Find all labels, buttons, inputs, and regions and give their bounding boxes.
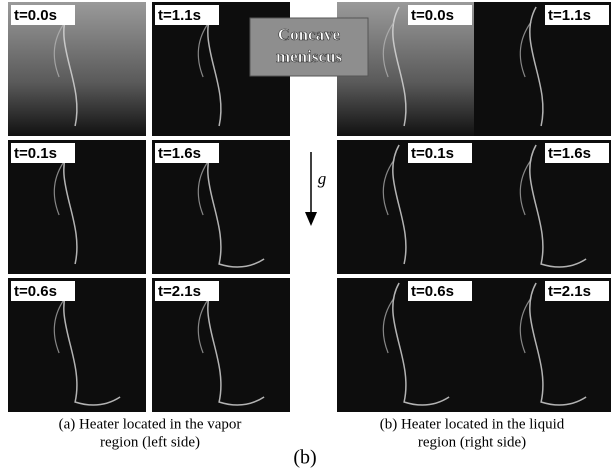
- time-label: t=0.1s: [411, 145, 454, 162]
- caption: region (right side): [418, 434, 526, 450]
- time-label: t=0.1s: [14, 145, 57, 162]
- time-label: t=2.1s: [548, 283, 591, 300]
- gravity-arrow: g: [305, 152, 326, 226]
- time-label: t=0.0s: [411, 7, 454, 24]
- caption: region (left side): [100, 434, 200, 450]
- meniscus-callout: Concave meniscus: [250, 18, 368, 76]
- time-label: t=1.6s: [548, 145, 591, 162]
- arrow-head: [305, 212, 317, 226]
- figure-label: (b): [293, 447, 316, 469]
- time-label: t=0.6s: [14, 283, 57, 300]
- gravity-label: g: [318, 169, 327, 188]
- time-label: t=1.1s: [158, 7, 201, 24]
- panel: t=0.0s t=1.1s t=0.1s t=1.6s t=0.6s t=2.1s (b) …: [337, 2, 611, 450]
- time-label: t=0.0s: [14, 7, 57, 24]
- panel: t=0.0s t=1.1s t=0.1s t=1.6s t=0.6s t=2.1s (a) …: [8, 2, 290, 450]
- time-label: t=1.6s: [158, 145, 201, 162]
- callout-text: meniscus: [276, 47, 343, 66]
- callout-text: Concave: [278, 25, 341, 44]
- caption: (b) Heater located in the liquid: [380, 416, 565, 432]
- time-label: t=1.1s: [548, 7, 591, 24]
- figure: t=0.0s t=1.1s t=0.1s t=1.6s t=0.6s t=2.1s (b) …: [0, 0, 611, 471]
- time-label: t=2.1s: [158, 283, 201, 300]
- time-label: t=0.6s: [411, 283, 454, 300]
- caption: (a) Heater located in the vapor: [59, 416, 242, 432]
